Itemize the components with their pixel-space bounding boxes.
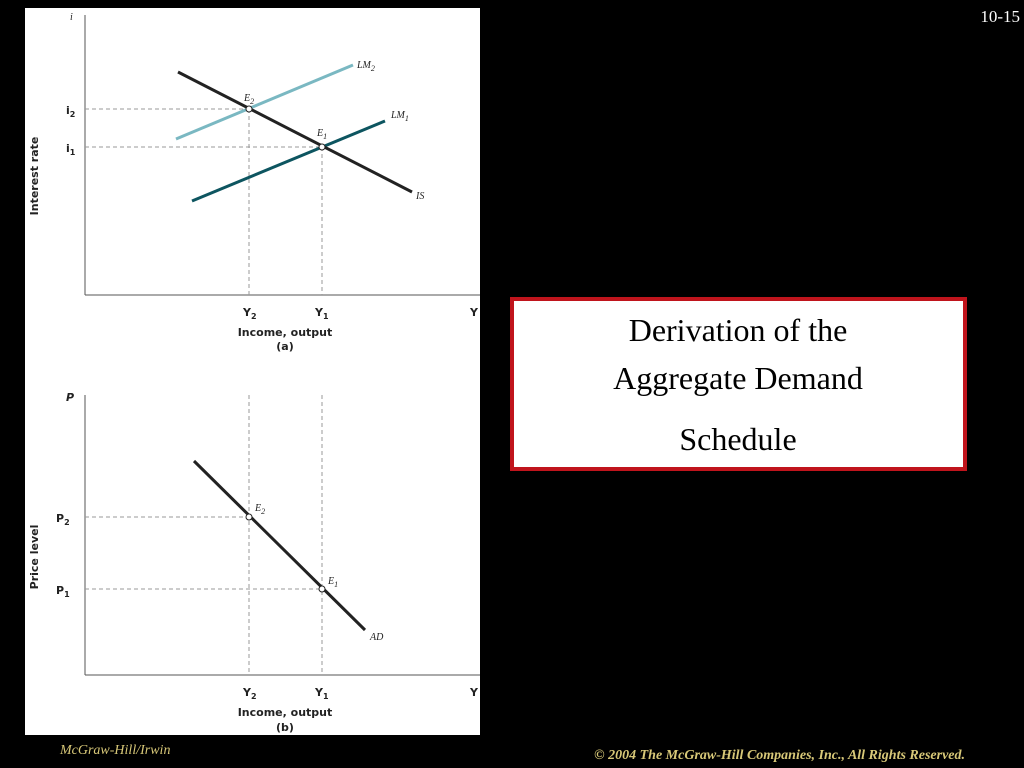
ad-curve (192, 459, 367, 632)
point-label: E2 (243, 93, 254, 106)
point-label: E1 (316, 128, 327, 141)
y-tick-label: i1 (66, 142, 76, 157)
slide-number: 10-15 (980, 7, 1020, 26)
x-tick-label: Y1 (314, 306, 329, 321)
figure-panel (25, 8, 480, 735)
lm1-curve (191, 119, 386, 203)
equilibrium-point (318, 143, 326, 151)
caption: (a) (276, 340, 293, 353)
equilibrium-point (318, 585, 326, 593)
x-tick-label: Y1 (314, 686, 329, 701)
x-axis-label: Income, output (238, 706, 333, 719)
y-axis-symbol: P (66, 391, 74, 404)
x-axis-symbol: Y (469, 306, 479, 319)
curve-label: IS (415, 191, 424, 202)
publisher: McGraw-Hill/Irwin (59, 743, 170, 758)
y-axis-label: Price level (28, 525, 41, 590)
title-line: Schedule (679, 421, 796, 457)
title-line: Derivation of the (629, 312, 848, 348)
x-axis-label: Income, output (238, 326, 333, 339)
x-tick-label: Y2 (242, 686, 257, 701)
panel-a: i Interest rate i2 i1 Y2 Y1 Y Income, ou… (28, 12, 480, 353)
copyright: © 2004 The McGraw-Hill Companies, Inc., … (594, 748, 965, 763)
y-tick-label: P1 (56, 584, 70, 599)
title-line: Aggregate Demand (613, 360, 863, 396)
equilibrium-point (245, 105, 253, 113)
title-box (510, 297, 967, 471)
caption: (b) (276, 721, 294, 734)
point-label: E2 (254, 503, 265, 516)
curve-label: AD (369, 632, 384, 643)
y-tick-label: P2 (56, 512, 70, 527)
lm2-curve (175, 63, 354, 141)
y-axis-symbol: i (70, 12, 73, 23)
x-axis-symbol: Y (469, 686, 479, 699)
point-label: E1 (327, 576, 338, 589)
panel-b: P Price level P2 P1 Y2 Y1 Y Income, outp… (28, 391, 480, 734)
y-axis-label: Interest rate (28, 137, 41, 216)
curve-label: LM2 (356, 60, 375, 73)
x-tick-label: Y2 (242, 306, 257, 321)
y-tick-label: i2 (66, 104, 75, 119)
is-curve (177, 70, 413, 194)
curve-label: LM1 (390, 110, 409, 123)
equilibrium-point (245, 513, 253, 521)
